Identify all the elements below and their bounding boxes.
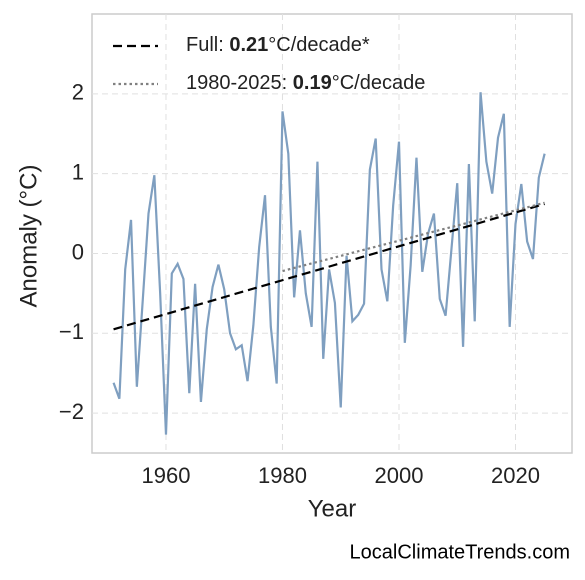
x-tick-label: 1960 [142, 463, 191, 488]
plot-frame [91, 13, 573, 454]
y-axis-label: Anomaly (°C) [15, 165, 42, 308]
x-tick-label: 2020 [491, 463, 540, 488]
y-tick-label: −2 [59, 399, 84, 424]
source: LocalClimateTrends.com [350, 541, 570, 563]
y-tick-label: −1 [59, 319, 84, 344]
legend-label: Full: 0.21°C/decade* [186, 34, 370, 56]
trend-line [113, 202, 545, 331]
y-tick-label: 2 [72, 80, 84, 105]
x-axis-label: Year [308, 495, 357, 522]
x-tick-label: 1980 [258, 463, 307, 488]
y-tick-label: 0 [72, 239, 84, 264]
data-line [112, 92, 546, 435]
legend-label: 1980-2025: 0.19°C/decade [186, 72, 425, 94]
x-tick-label: 2000 [375, 463, 424, 488]
trend-line [282, 201, 545, 273]
grid [92, 14, 572, 453]
y-tick-label: 1 [72, 159, 84, 184]
